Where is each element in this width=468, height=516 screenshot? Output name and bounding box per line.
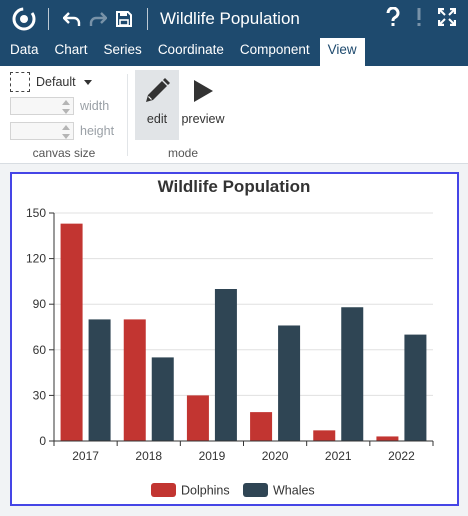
y-tick-label: 30	[33, 388, 47, 402]
x-tick-label: 2019	[199, 449, 226, 463]
mode-group-label: mode	[167, 146, 199, 160]
legend-label-whales[interactable]: Whales	[273, 484, 315, 498]
ribbon-divider	[127, 74, 128, 156]
canvas-preset-value: Default	[36, 75, 76, 89]
tab-data[interactable]: Data	[10, 42, 39, 57]
chart-canvas[interactable]: Wildlife Population 0 30 60 90 120 150 2017 20…	[10, 172, 459, 506]
info-icon[interactable]	[416, 7, 422, 32]
bar-dolphins-2021[interactable]	[313, 430, 336, 441]
bar-whales-2019[interactable]	[214, 289, 237, 441]
document-title: Wildlife Population	[160, 9, 300, 28]
title-separator	[48, 8, 49, 30]
legend-swatch-whales[interactable]	[243, 483, 268, 497]
legend-swatch-dolphins[interactable]	[151, 483, 176, 497]
title-bar: Wildlife Population	[0, 0, 468, 38]
height-label: height	[80, 124, 115, 138]
x-axis: 2017 2018 2019 2020 2021 2022	[53, 440, 434, 463]
bar-dolphins-2018[interactable]	[123, 319, 146, 441]
bar-whales-2022[interactable]	[404, 334, 427, 441]
chart-title: Wildlife Population	[158, 177, 311, 196]
help-icon[interactable]	[386, 5, 400, 32]
x-tick-label: 2017	[72, 449, 99, 463]
x-tick-label: 2021	[325, 449, 352, 463]
x-tick-label: 2020	[262, 449, 289, 463]
frame-icon	[10, 72, 30, 92]
tab-view[interactable]: View	[319, 38, 365, 66]
y-tick-label: 90	[33, 297, 47, 311]
bar-whales-2018[interactable]	[151, 357, 174, 441]
menu-bar: Data Chart Series Coordinate Component V…	[0, 38, 468, 66]
undo-icon[interactable]	[59, 6, 85, 32]
tab-chart[interactable]: Chart	[54, 42, 88, 57]
bar-dolphins-2017[interactable]	[60, 223, 83, 441]
y-tick-label: 0	[39, 434, 46, 448]
width-input[interactable]	[10, 97, 74, 115]
fullscreen-icon[interactable]	[437, 7, 457, 31]
x-tick-label: 2018	[135, 449, 162, 463]
title-separator-2	[147, 8, 148, 30]
bar-dolphins-2020[interactable]	[250, 412, 273, 441]
edit-label: edit	[146, 112, 168, 126]
y-tick-label: 60	[33, 343, 47, 357]
mode-group: edit preview mode	[128, 66, 238, 164]
bar-dolphins-2019[interactable]	[186, 395, 209, 441]
height-input[interactable]	[10, 122, 74, 140]
bar-whales-2021[interactable]	[341, 307, 364, 441]
preview-label: preview	[181, 112, 225, 126]
width-stepper-icon[interactable]	[61, 99, 71, 115]
chart-bars	[60, 223, 427, 441]
x-tick-label: 2022	[388, 449, 415, 463]
save-icon[interactable]	[111, 6, 137, 32]
ribbon: Default width height canvas size	[0, 66, 468, 164]
width-label: width	[80, 99, 110, 113]
edit-mode-button[interactable]: edit	[135, 70, 179, 140]
bar-whales-2017[interactable]	[88, 319, 111, 441]
bar-whales-2020[interactable]	[278, 325, 301, 441]
tab-component[interactable]: Component	[239, 42, 310, 57]
preview-mode-button[interactable]: preview	[181, 70, 225, 140]
canvas-size-group-label: canvas size	[32, 146, 96, 160]
y-axis: 0 30 60 90 120 150	[26, 206, 55, 448]
redo-icon[interactable]	[85, 6, 111, 32]
chevron-down-icon	[83, 79, 92, 85]
y-tick-label: 120	[26, 252, 46, 266]
y-tick-label: 150	[26, 206, 46, 220]
canvas-size-group: Default width height canvas size	[0, 66, 128, 164]
chart-legend[interactable]: Dolphins Whales	[151, 483, 315, 498]
legend-label-dolphins[interactable]: Dolphins	[181, 484, 230, 498]
play-icon	[191, 70, 215, 112]
bar-dolphins-2022[interactable]	[376, 436, 399, 441]
height-stepper-icon[interactable]	[61, 124, 71, 140]
logo-icon[interactable]	[10, 5, 38, 33]
tab-coordinate[interactable]: Coordinate	[157, 42, 224, 57]
canvas-preset-dropdown[interactable]: Default	[10, 72, 92, 92]
pencil-icon	[142, 70, 172, 112]
chart-grid	[54, 212, 433, 396]
tab-series[interactable]: Series	[103, 42, 142, 57]
